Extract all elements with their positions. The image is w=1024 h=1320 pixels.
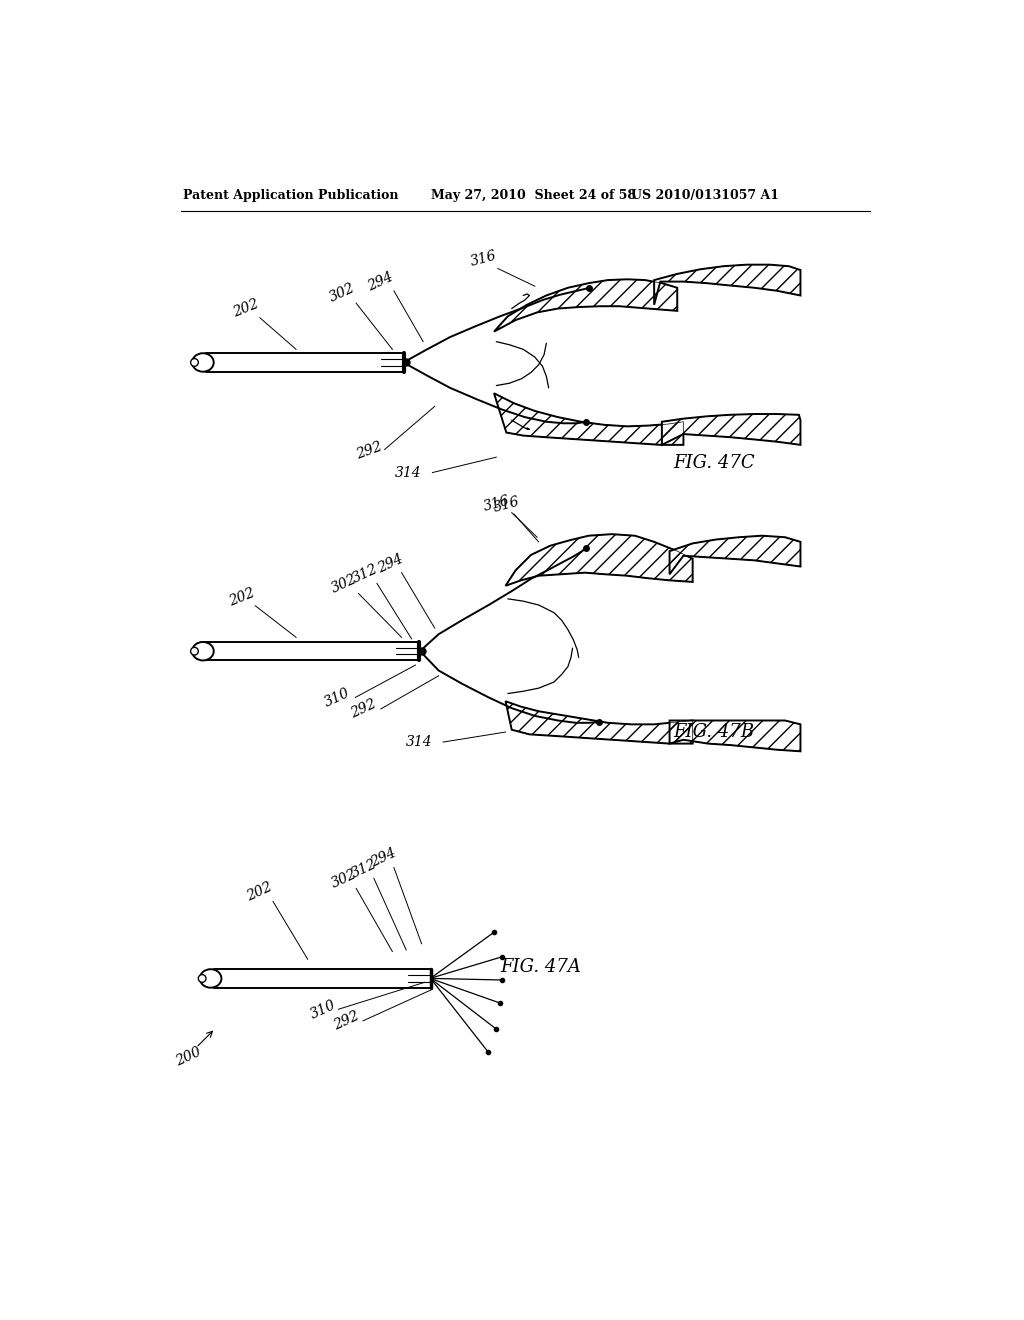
- Polygon shape: [670, 536, 801, 574]
- Polygon shape: [654, 264, 801, 305]
- Polygon shape: [662, 414, 801, 445]
- Text: FIG. 47B: FIG. 47B: [674, 723, 755, 741]
- Text: 202: 202: [245, 879, 274, 903]
- Text: 302: 302: [330, 866, 359, 890]
- Ellipse shape: [200, 969, 221, 987]
- Text: 202: 202: [227, 586, 257, 609]
- Text: 292: 292: [348, 697, 378, 721]
- Text: 302: 302: [330, 573, 359, 597]
- Text: 312: 312: [350, 562, 381, 586]
- Text: FIG. 47A: FIG. 47A: [500, 958, 581, 975]
- Polygon shape: [494, 393, 683, 445]
- Text: 310: 310: [308, 998, 338, 1022]
- Text: 200: 200: [173, 1045, 204, 1069]
- Text: 314: 314: [406, 735, 432, 748]
- Polygon shape: [494, 280, 677, 331]
- Text: 292: 292: [331, 1008, 361, 1032]
- Text: Patent Application Publication: Patent Application Publication: [183, 189, 398, 202]
- Text: 292: 292: [354, 440, 384, 462]
- Ellipse shape: [190, 647, 199, 655]
- Text: US 2010/0131057 A1: US 2010/0131057 A1: [631, 189, 779, 202]
- Polygon shape: [506, 701, 692, 743]
- Ellipse shape: [193, 642, 214, 660]
- Text: FIG. 47C: FIG. 47C: [674, 454, 755, 471]
- Polygon shape: [506, 535, 692, 586]
- Text: 294: 294: [366, 269, 396, 293]
- Text: 310: 310: [322, 685, 352, 709]
- Text: 316: 316: [492, 495, 521, 515]
- Text: 316: 316: [481, 494, 511, 513]
- Text: 314: 314: [394, 466, 421, 479]
- Text: 302: 302: [328, 281, 357, 305]
- Text: 312: 312: [349, 857, 379, 880]
- Ellipse shape: [193, 354, 214, 372]
- Text: 202: 202: [231, 297, 261, 319]
- Polygon shape: [670, 721, 801, 751]
- Ellipse shape: [190, 359, 199, 367]
- Ellipse shape: [199, 974, 206, 982]
- Text: May 27, 2010  Sheet 24 of 58: May 27, 2010 Sheet 24 of 58: [431, 189, 636, 202]
- Text: 294: 294: [375, 552, 406, 576]
- Text: 316: 316: [469, 248, 498, 269]
- Text: 294: 294: [368, 846, 398, 870]
